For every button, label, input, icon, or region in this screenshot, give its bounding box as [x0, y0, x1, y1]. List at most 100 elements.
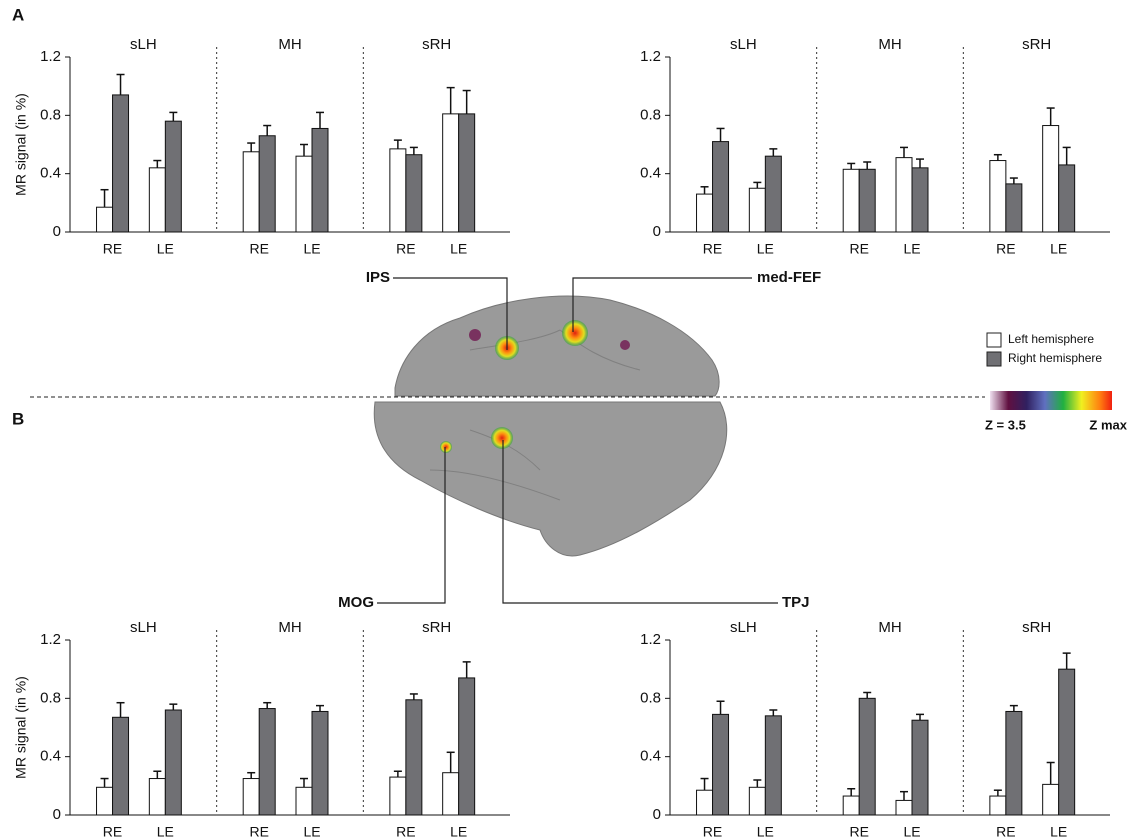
- bar: [164, 709, 182, 816]
- x-tick-label: LE: [1050, 241, 1067, 257]
- y-tick-label: 0.4: [640, 748, 661, 765]
- bar: [258, 135, 276, 233]
- bar: [458, 677, 476, 816]
- bar: [895, 799, 913, 816]
- x-tick-label: LE: [303, 824, 320, 839]
- bar: [1058, 164, 1076, 233]
- bar: [148, 167, 166, 233]
- activation: [491, 427, 513, 449]
- colorbar-label: Z = 3.5: [985, 417, 1026, 432]
- y-tick-label: 1.2: [40, 631, 61, 648]
- y-tick-label: 0.8: [40, 689, 61, 706]
- bar: [405, 699, 423, 816]
- region-label: TPJ: [782, 594, 810, 611]
- bar: [295, 786, 313, 816]
- group-label: sRH: [422, 36, 451, 53]
- bar: [242, 778, 260, 816]
- bar: [989, 160, 1007, 233]
- bar: [842, 168, 860, 233]
- colorbar: [990, 391, 1112, 410]
- y-tick-label: 0.4: [40, 165, 61, 182]
- x-tick-label: LE: [157, 241, 174, 257]
- y-tick-label: 0: [53, 223, 61, 240]
- y-tick-label: 0.8: [40, 106, 61, 123]
- group-label: sLH: [130, 36, 157, 53]
- region-label: IPS: [366, 269, 390, 286]
- activation: [620, 340, 630, 350]
- x-tick-label: LE: [903, 241, 920, 257]
- group-label: sRH: [422, 619, 451, 636]
- legend-label: Right hemisphere: [1008, 351, 1102, 365]
- region-label: med-FEF: [757, 269, 821, 286]
- activation: [469, 329, 481, 341]
- x-tick-label: RE: [849, 241, 868, 257]
- x-tick-label: LE: [303, 241, 320, 257]
- group-label: MH: [878, 619, 901, 636]
- colorbar-label: Z max: [1089, 417, 1127, 432]
- group-label: MH: [278, 36, 301, 53]
- bar: [405, 154, 423, 233]
- y-tick-label: 0: [53, 806, 61, 823]
- x-tick-label: LE: [157, 824, 174, 839]
- x-tick-label: RE: [396, 241, 415, 257]
- bar: [258, 708, 276, 816]
- bar: [96, 786, 114, 816]
- y-tick-label: 0.4: [40, 748, 61, 765]
- leader-line: [393, 277, 508, 350]
- bar: [164, 120, 182, 233]
- brain-bottom: [373, 401, 728, 557]
- x-tick-label: RE: [249, 241, 268, 257]
- bar: [712, 713, 730, 816]
- bar: [311, 127, 329, 233]
- bar: [1058, 668, 1076, 816]
- region-label: MOG: [338, 594, 374, 611]
- bar: [442, 113, 460, 233]
- bar: [389, 148, 407, 233]
- bar: [858, 168, 876, 233]
- group-label: MH: [878, 36, 901, 53]
- bar: [895, 157, 913, 233]
- x-tick-label: LE: [903, 824, 920, 839]
- x-tick-label: LE: [757, 824, 774, 839]
- x-tick-label: RE: [103, 824, 122, 839]
- leader-line: [377, 447, 446, 604]
- bar: [1042, 783, 1060, 816]
- group-label: sLH: [730, 36, 757, 53]
- x-tick-label: RE: [996, 241, 1015, 257]
- bar: [748, 786, 766, 816]
- x-tick-label: LE: [450, 824, 467, 839]
- leader-line: [502, 440, 778, 604]
- bar: [989, 795, 1007, 816]
- group-label: sLH: [130, 619, 157, 636]
- bar: [112, 716, 130, 816]
- bar: [458, 113, 476, 233]
- x-tick-label: RE: [849, 824, 868, 839]
- x-tick-label: LE: [757, 241, 774, 257]
- y-tick-label: 1.2: [640, 631, 661, 648]
- y-axis-label: MR signal (in %): [13, 676, 29, 779]
- brain-top: [394, 295, 720, 397]
- leader-line: [572, 277, 752, 332]
- y-tick-label: 1.2: [640, 48, 661, 65]
- x-tick-label: LE: [1050, 824, 1067, 839]
- y-tick-label: 1.2: [40, 48, 61, 65]
- bar: [748, 187, 766, 233]
- x-tick-label: RE: [396, 824, 415, 839]
- bar: [764, 715, 782, 816]
- y-tick-label: 0.8: [640, 106, 661, 123]
- bar: [1042, 125, 1060, 233]
- bar: [764, 155, 782, 233]
- bar: [842, 795, 860, 816]
- y-tick-label: 0.4: [640, 165, 661, 182]
- x-tick-label: RE: [103, 241, 122, 257]
- activation: [562, 320, 588, 346]
- bar: [389, 776, 407, 816]
- x-tick-label: LE: [450, 241, 467, 257]
- group-label: MH: [278, 619, 301, 636]
- bar: [1005, 183, 1023, 233]
- panel-label: B: [12, 409, 24, 428]
- group-label: sRH: [1022, 619, 1051, 636]
- x-tick-label: RE: [249, 824, 268, 839]
- legend-swatch: [986, 351, 1002, 367]
